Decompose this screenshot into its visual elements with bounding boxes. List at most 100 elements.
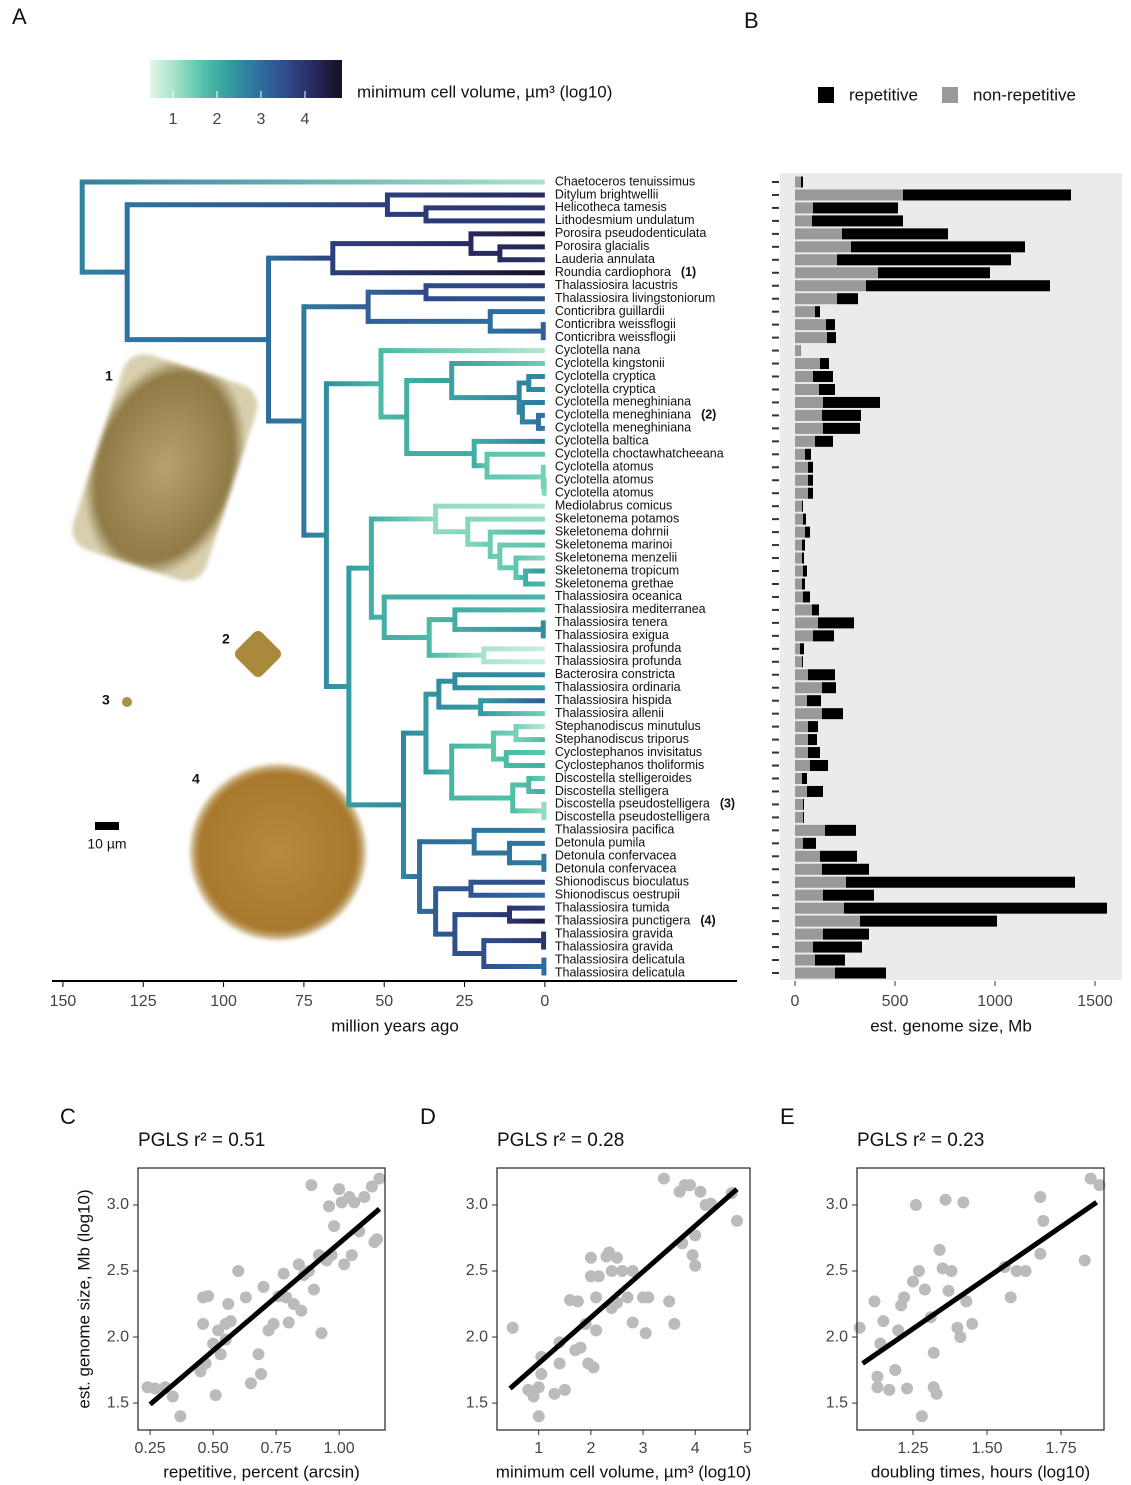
point — [590, 1324, 602, 1336]
tip-label: Shionodiscus bioculatus — [555, 875, 689, 889]
tip-label: Stephanodiscus triporus — [555, 732, 689, 746]
tip-label: Thalassiosira exigua — [555, 628, 669, 642]
tip-label: Thalassiosira pacifica — [555, 823, 675, 837]
bar-segment — [807, 786, 823, 797]
bar-segment — [795, 462, 808, 473]
tip-label: Skeletonema marinoi — [555, 537, 672, 551]
bar-segment — [807, 695, 821, 706]
bar-segment — [802, 540, 805, 551]
bar-segment — [795, 643, 800, 654]
bar-segment — [795, 228, 842, 239]
bar-segment — [795, 864, 822, 875]
point — [640, 1327, 652, 1339]
panel-label: C — [60, 1104, 76, 1129]
bar-segment — [795, 384, 819, 395]
bar-segment — [823, 423, 860, 434]
point — [943, 1285, 955, 1297]
point — [854, 1322, 866, 1334]
bar-segment — [795, 669, 808, 680]
point — [197, 1318, 209, 1330]
tip-label: Cyclotella kingstonii — [555, 356, 665, 370]
bar-segment — [795, 877, 846, 888]
chart-title: PGLS r² = 0.51 — [138, 1130, 265, 1151]
bar-segment — [808, 747, 820, 758]
bar-segment — [837, 293, 858, 304]
point — [252, 1348, 264, 1360]
bar-segment — [795, 345, 800, 356]
bar-segment — [795, 189, 903, 200]
point — [913, 1265, 925, 1277]
point — [668, 1318, 680, 1330]
point — [945, 1265, 957, 1277]
x-tick-label: 5 — [743, 1440, 752, 1457]
point — [621, 1291, 633, 1303]
bar-segment — [795, 319, 826, 330]
bar-segment — [795, 760, 810, 771]
point — [225, 1315, 237, 1327]
point — [616, 1265, 628, 1277]
point — [293, 1258, 305, 1270]
tip-label: Conticribra weissflogii — [555, 330, 676, 344]
point — [642, 1291, 654, 1303]
tip-label: Cyclotella atomus — [555, 460, 654, 474]
scale-bar-label: 10 µm — [87, 836, 126, 852]
bar-segment — [795, 254, 837, 265]
x-tick-label: 100 — [210, 993, 237, 1010]
point — [954, 1331, 966, 1343]
tip-label: Conticribra weissflogii — [555, 317, 676, 331]
colorbar — [150, 60, 342, 98]
x-tick-label: 500 — [882, 993, 909, 1010]
bar-segment — [837, 254, 1011, 265]
point — [333, 1183, 345, 1195]
bar-segment — [822, 708, 843, 719]
point — [928, 1347, 940, 1359]
bar-segment — [795, 436, 815, 447]
tip-note: (2) — [701, 408, 716, 422]
panel-label: D — [420, 1104, 436, 1129]
scale-bar — [95, 822, 119, 830]
point — [358, 1191, 370, 1203]
x-tick-label: 4 — [691, 1440, 700, 1457]
bar-segment — [795, 553, 802, 564]
point — [240, 1291, 252, 1303]
point — [919, 1283, 931, 1295]
bar-segment — [805, 449, 811, 460]
bar-segment — [795, 449, 805, 460]
point — [278, 1268, 290, 1280]
bar-segment — [795, 838, 803, 849]
bar-segment — [795, 604, 812, 615]
bar-segment — [795, 280, 866, 291]
bar-segment — [822, 864, 869, 875]
point — [606, 1265, 618, 1277]
bar-segment — [795, 929, 823, 940]
point — [167, 1390, 179, 1402]
tip-label: Skeletonema tropicum — [555, 563, 679, 577]
y-tick-label: 3.0 — [107, 1196, 129, 1213]
point — [689, 1260, 701, 1272]
point — [1034, 1248, 1046, 1260]
tip-label: Thalassiosira ordinaria — [555, 680, 681, 694]
bar-segment — [795, 630, 813, 641]
point — [315, 1327, 327, 1339]
colorbar-tick-label: 3 — [257, 111, 266, 128]
bar-segment — [795, 968, 835, 979]
bar-segment — [795, 617, 818, 628]
point — [1079, 1254, 1091, 1266]
bar-segment — [808, 488, 813, 499]
tip-label: Ditylum brightwellii — [555, 187, 659, 201]
point — [328, 1220, 340, 1232]
bar-segment — [795, 773, 802, 784]
legend-label: repetitive — [849, 85, 918, 104]
tip-label: Conticribra guillardii — [555, 304, 665, 318]
point — [258, 1281, 270, 1293]
tip-label: Cyclotella atomus — [555, 486, 654, 500]
point — [346, 1249, 358, 1261]
point — [295, 1305, 307, 1317]
point — [283, 1317, 295, 1329]
point — [907, 1276, 919, 1288]
point — [883, 1384, 895, 1396]
point — [910, 1199, 922, 1211]
bar-segment — [795, 799, 803, 810]
point — [871, 1381, 883, 1393]
fit-line — [510, 1189, 737, 1388]
